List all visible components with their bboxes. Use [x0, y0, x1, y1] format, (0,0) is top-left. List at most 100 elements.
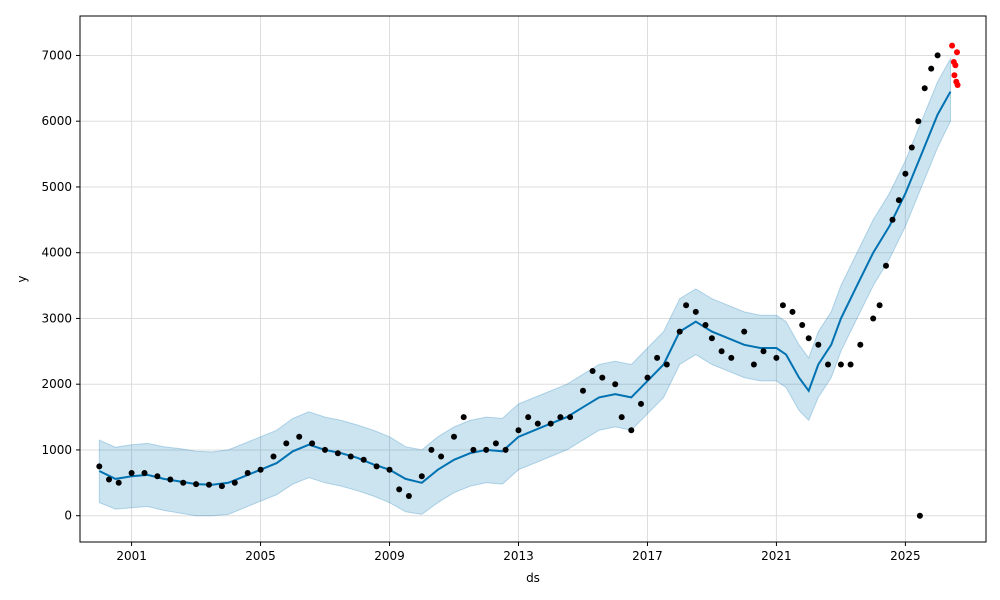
observed-point: [628, 427, 635, 434]
observed-point: [470, 446, 477, 453]
observed-point: [483, 446, 490, 453]
observed-point: [244, 470, 251, 476]
observed-point: [180, 479, 187, 486]
observed-point: [418, 473, 425, 480]
observed-point: [654, 354, 661, 361]
observed-point: [405, 493, 412, 499]
observed-point: [428, 446, 435, 453]
interval-band: [98, 56, 951, 517]
y-tick-label: 5000: [41, 180, 72, 194]
x-tick-label: 2001: [116, 549, 147, 563]
recent-point: [951, 72, 958, 79]
observed-point: [106, 476, 112, 483]
observed-point: [857, 341, 864, 348]
observed-point: [612, 381, 619, 388]
observed-point: [534, 420, 541, 427]
observed-point: [231, 479, 238, 486]
observed-point: [876, 302, 883, 309]
observed-point: [895, 197, 902, 204]
observed-point: [567, 414, 574, 421]
observed-point: [883, 262, 889, 269]
observed-point: [644, 374, 651, 381]
x-tick-label: 2005: [245, 549, 276, 563]
observed-point: [547, 420, 554, 427]
observed-point: [789, 308, 796, 315]
observed-point: [115, 479, 122, 486]
plot-frame: [79, 15, 987, 543]
observed-point: [928, 65, 935, 72]
observed-point: [96, 463, 103, 470]
recent-point: [952, 62, 959, 69]
x-tick-label: 2013: [503, 549, 534, 563]
observed-point: [908, 144, 915, 151]
observed-point: [902, 170, 909, 177]
observed-point: [825, 361, 831, 368]
observed-point: [154, 473, 161, 480]
observed-point: [193, 481, 200, 488]
observed-point: [815, 341, 822, 348]
y-tick-label: 4000: [41, 246, 72, 260]
observed-point: [663, 361, 670, 368]
observed-point: [921, 85, 928, 92]
x-tick-label: 2017: [632, 549, 663, 563]
y-tick-label: 1000: [41, 443, 72, 457]
observed-point: [708, 335, 715, 342]
observed-point: [309, 440, 316, 447]
uncertainty-interval: [98, 56, 951, 517]
observed-point: [589, 368, 596, 374]
observed-point: [750, 361, 757, 368]
observed-point: [438, 453, 445, 460]
observed-point: [702, 322, 709, 328]
observed-point: [557, 414, 564, 421]
x-axis-ticks: 2001 2005 2009 2013 2017 2021 2025: [116, 542, 921, 563]
x-axis-label: ds: [526, 571, 540, 585]
observed-point: [870, 315, 877, 322]
observed-point: [934, 52, 941, 59]
observed-point: [692, 308, 699, 315]
gridlines: [80, 16, 986, 542]
observed-point: [283, 440, 290, 447]
observed-point: [296, 433, 303, 440]
observed-point: [799, 322, 806, 328]
y-tick-label: 0: [64, 509, 72, 523]
observed-point: [460, 414, 467, 421]
observed-point: [141, 470, 148, 476]
observed-point: [270, 453, 277, 460]
x-tick-label: 2025: [890, 549, 921, 563]
observed-point: [334, 450, 341, 457]
y-tick-label: 7000: [41, 48, 72, 62]
observed-point: [322, 446, 328, 453]
observed-point: [218, 483, 225, 490]
observed-point: [451, 433, 457, 440]
y-tick-label: 2000: [41, 377, 72, 391]
observed-point: [741, 328, 748, 335]
observed-point: [167, 476, 174, 483]
observed-point: [492, 440, 499, 447]
y-tick-label: 3000: [41, 311, 72, 325]
observed-point: [728, 354, 735, 361]
observed-point: [683, 302, 690, 309]
observed-point: [257, 466, 264, 473]
observed-point: [360, 456, 367, 463]
observed-point: [347, 453, 354, 460]
observed-point: [805, 335, 812, 342]
observed-point: [386, 466, 393, 473]
observed-point: [618, 414, 625, 421]
observed-point: [915, 118, 922, 125]
observed-points: [96, 52, 941, 519]
observed-point: [396, 486, 403, 493]
observed-point: [502, 446, 509, 453]
observed-point: [580, 387, 586, 394]
observed-point: [525, 414, 532, 421]
y-axis-ticks: 0 1000 2000 3000 4000 5000 6000 7000: [41, 48, 80, 523]
observed-point: [837, 361, 844, 368]
observed-point: [718, 348, 725, 355]
recent-points: [949, 42, 961, 88]
recent-point: [949, 42, 956, 49]
x-tick-label: 2009: [374, 549, 405, 563]
y-axis-label: y: [15, 275, 29, 282]
observed-point: [373, 463, 380, 470]
observed-point: [779, 302, 786, 309]
